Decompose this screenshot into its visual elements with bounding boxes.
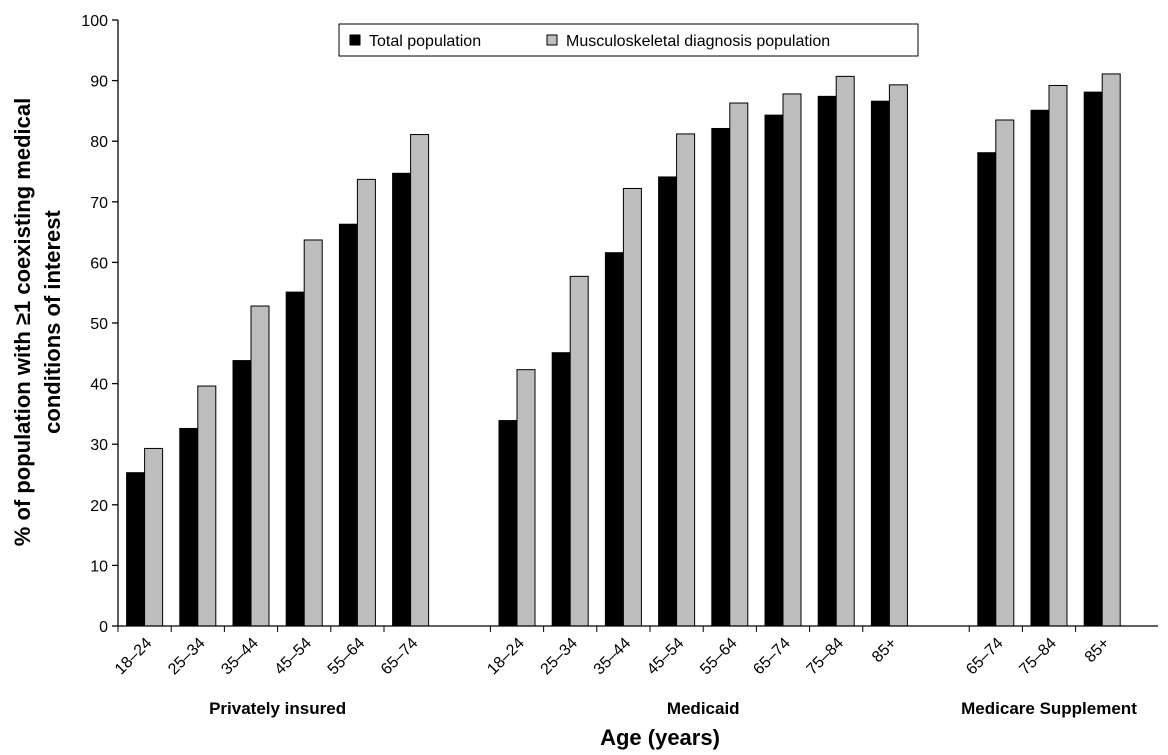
bar-musculoskeletal — [517, 370, 535, 626]
x-tick-label: 55–64 — [697, 635, 741, 679]
bar-total — [605, 253, 623, 626]
bar-musculoskeletal — [570, 276, 588, 626]
y-axis-title-line-1: % of population with ≥1 coexisting medic… — [10, 98, 35, 546]
x-tick-label: 45–54 — [644, 635, 688, 679]
bar-total — [286, 292, 304, 626]
bar-total — [659, 177, 677, 626]
bar-musculoskeletal — [623, 188, 641, 626]
bar-musculoskeletal — [198, 386, 216, 626]
y-tick-label: 0 — [99, 619, 108, 636]
x-tick-label: 25–34 — [538, 635, 582, 679]
x-tick-label: 75–84 — [804, 635, 848, 679]
bar-total — [233, 361, 251, 626]
x-tick-label: 65–74 — [963, 635, 1007, 679]
bar-total — [552, 353, 570, 626]
bar-total — [127, 473, 145, 626]
bar-musculoskeletal — [783, 94, 801, 626]
bar-total — [1031, 110, 1049, 626]
bar-musculoskeletal — [304, 240, 322, 626]
bar-musculoskeletal — [251, 306, 269, 626]
bar-musculoskeletal — [1049, 85, 1067, 626]
y-tick-label: 90 — [90, 74, 108, 91]
x-tick-label: 18–24 — [484, 635, 528, 679]
y-axis-title-line-2: conditions of interest — [40, 209, 65, 433]
x-axis-title: Age (years) — [600, 725, 720, 750]
x-tick-label: 35–44 — [218, 635, 262, 679]
x-tick-label: 35–44 — [591, 635, 635, 679]
y-tick-label: 50 — [90, 316, 108, 333]
y-tick-label: 20 — [90, 498, 108, 515]
x-tick-label: 55–64 — [325, 635, 369, 679]
y-tick-label: 60 — [90, 255, 108, 272]
bar-total — [1084, 92, 1102, 626]
bar-total — [765, 115, 783, 626]
group-label: Medicare Supplement — [961, 699, 1137, 718]
y-axis-title: % of population with ≥1 coexisting medic… — [10, 98, 65, 546]
y-tick-label: 100 — [81, 13, 108, 30]
y-tick-label: 80 — [90, 134, 108, 151]
bar-musculoskeletal — [411, 135, 429, 626]
legend-label-musculoskeletal: Musculoskeletal diagnosis population — [566, 33, 830, 50]
x-tick-label: 25–34 — [165, 635, 209, 679]
bar-total — [339, 224, 357, 626]
bar-total — [180, 428, 198, 626]
bar-total — [871, 101, 889, 626]
y-tick-label: 70 — [90, 195, 108, 212]
bar-total — [393, 173, 411, 626]
x-tick-label: 65–74 — [750, 635, 794, 679]
bar-musculoskeletal — [145, 448, 163, 626]
x-tick-label: 85+ — [1082, 635, 1113, 666]
legend-swatch-musculoskeletal — [547, 35, 557, 45]
y-tick-label: 10 — [90, 558, 108, 575]
bar-total — [978, 153, 996, 626]
group-label: Privately insured — [209, 699, 346, 718]
bar-musculoskeletal — [730, 103, 748, 626]
y-tick-label: 30 — [90, 437, 108, 454]
bar-total — [499, 421, 517, 626]
x-tick-label: 18–24 — [112, 635, 156, 679]
group-label: Medicaid — [667, 699, 740, 718]
bar-total — [712, 128, 730, 626]
x-tick-label: 65–74 — [378, 635, 422, 679]
x-tick-label: 75–84 — [1016, 635, 1060, 679]
bar-musculoskeletal — [889, 85, 907, 626]
y-tick-label: 40 — [90, 377, 108, 394]
x-tick-label: 85+ — [869, 635, 900, 666]
bar-musculoskeletal — [1102, 74, 1120, 626]
x-tick-label: 45–54 — [272, 635, 316, 679]
bar-total — [818, 96, 836, 626]
legend: Total population Musculoskeletal diagnos… — [339, 24, 918, 56]
legend-swatch-total — [350, 35, 360, 45]
bar-musculoskeletal — [836, 76, 854, 626]
bar-musculoskeletal — [357, 179, 375, 626]
bar-musculoskeletal — [996, 120, 1014, 626]
legend-label-total: Total population — [369, 33, 481, 50]
bar-musculoskeletal — [677, 134, 695, 626]
